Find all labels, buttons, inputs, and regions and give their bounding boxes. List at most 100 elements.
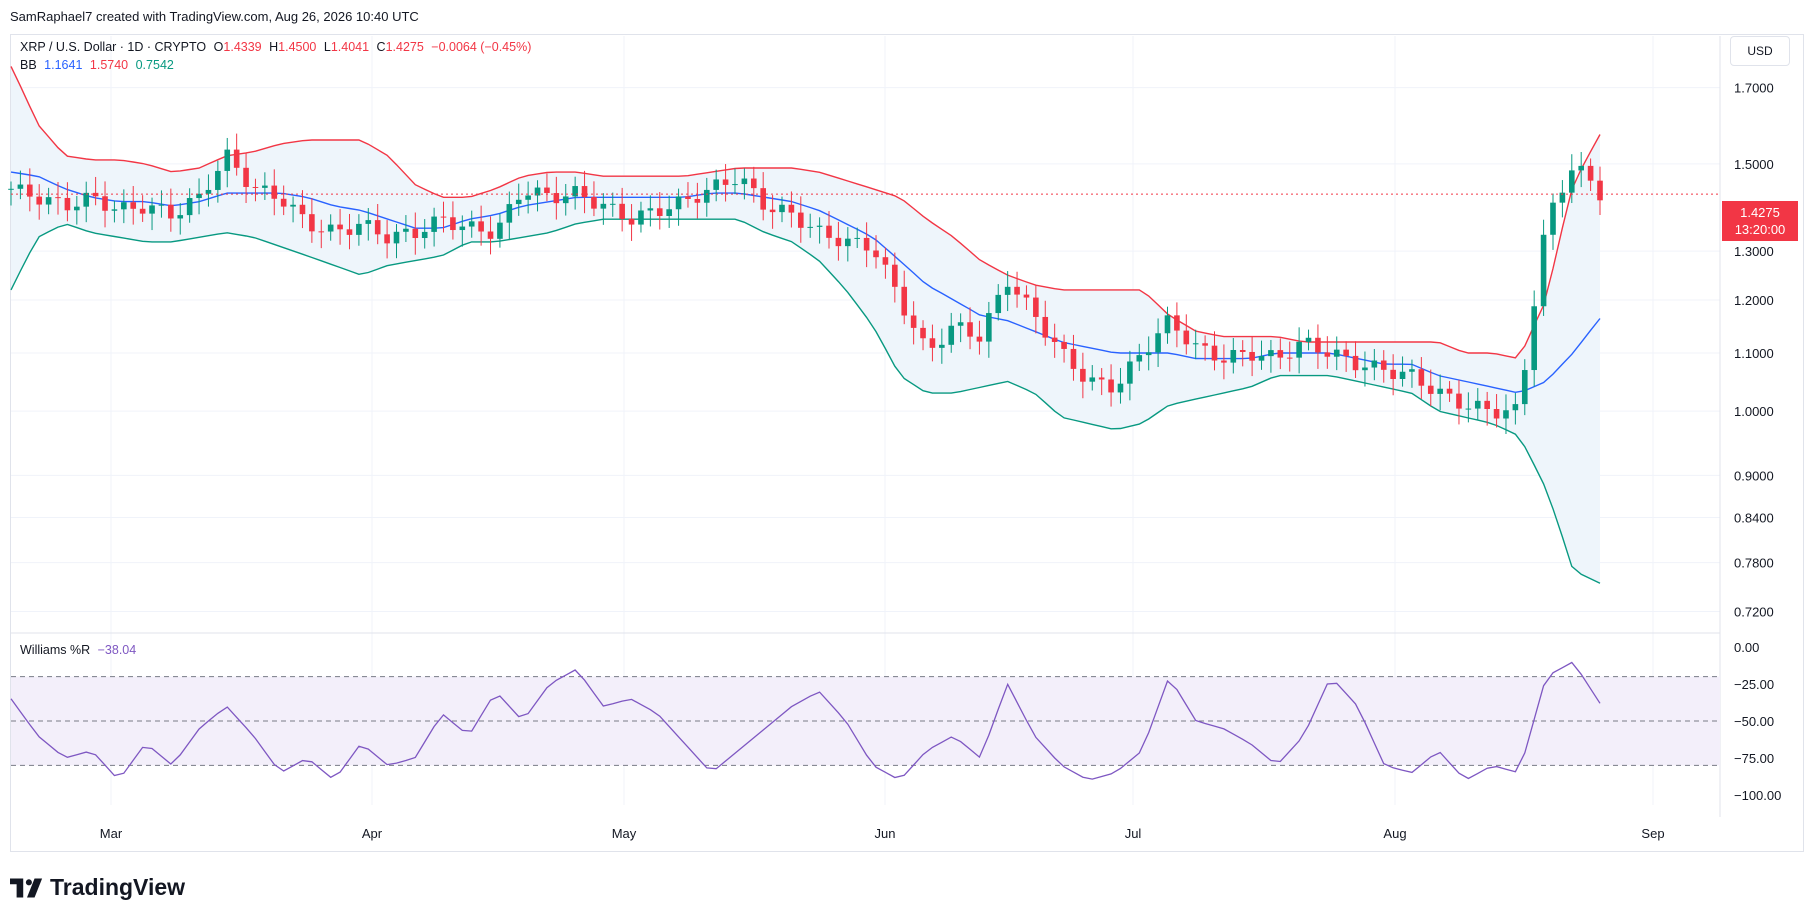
candle-body (760, 188, 766, 210)
candle-body (393, 231, 400, 244)
currency-button[interactable]: USD (1730, 36, 1790, 66)
candle-body (205, 189, 212, 194)
candle-body (346, 229, 353, 235)
bar-countdown: 13:20:00 (1734, 222, 1786, 237)
candle-body (544, 187, 550, 194)
candle-body (1051, 337, 1058, 342)
candle-body (788, 204, 795, 213)
wr-legend[interactable]: Williams %R −38.04 (20, 643, 140, 657)
candle-body (1061, 341, 1067, 349)
time-axis-label: Jul (1125, 826, 1142, 841)
price-axis-label: 0.8400 (1734, 510, 1774, 525)
bb-middle-value: 1.1641 (44, 58, 83, 72)
candle-body (36, 196, 43, 205)
candle-body (1362, 367, 1368, 371)
candle-body (713, 179, 719, 190)
wr-axis-label: −50.00 (1734, 714, 1774, 729)
price-axis-label: 1.3000 (1734, 244, 1774, 259)
candle-body (939, 344, 945, 348)
open-value: 1.4339 (223, 40, 262, 54)
candle-body (1427, 385, 1434, 394)
bollinger-bands (10, 66, 1601, 584)
candle-body (1296, 341, 1302, 358)
wr-value: −38.04 (97, 643, 137, 657)
candle-body (177, 215, 184, 219)
candle-body (1117, 383, 1124, 393)
candle-body (741, 178, 748, 185)
candle-body (149, 205, 155, 214)
price-axis-label: 1.1000 (1734, 346, 1774, 361)
candle-body (215, 170, 221, 190)
candle-body (299, 204, 306, 215)
candle-body (892, 264, 898, 287)
candle-body (1390, 369, 1396, 379)
candle-body (1446, 388, 1453, 394)
price-axis-label: 1.5000 (1734, 157, 1774, 172)
candle-body (337, 224, 343, 230)
candle-body (506, 204, 513, 223)
last-price-value: 1.4275 (1740, 205, 1780, 220)
candle-body (64, 197, 71, 211)
candle-body (1531, 306, 1537, 371)
candle-body (929, 338, 936, 348)
wr-label: Williams %R (20, 643, 91, 657)
candle-body (779, 204, 785, 213)
candle-body (1503, 410, 1509, 419)
candle-body (374, 220, 381, 235)
candle-body (403, 228, 409, 232)
candle-body (45, 197, 52, 205)
wr-axis-label: −25.00 (1734, 677, 1774, 692)
candle-body (1277, 350, 1284, 358)
candle-body (1456, 393, 1462, 409)
candle-body (1089, 377, 1096, 382)
time-axis-label: Jun (875, 826, 896, 841)
low-value: 1.4041 (330, 40, 370, 54)
candle-body (421, 231, 428, 239)
candle-body (365, 220, 372, 224)
axis-labels: 1.7000 1.5000 1.3000 1.2000 1.1000 1.0000 0.90… (100, 81, 1782, 841)
candle-body (130, 202, 137, 209)
candle-body (591, 197, 597, 209)
candle-body (1437, 388, 1443, 394)
candle-body (797, 212, 804, 228)
candle-body (873, 250, 879, 258)
candle-body (515, 199, 522, 205)
time-axis-label: Aug (1383, 826, 1406, 841)
candle-body (1155, 333, 1161, 353)
symbol-label[interactable]: XRP / U.S. Dollar · 1D · CRYPTO (20, 40, 207, 54)
candle-body (666, 209, 672, 216)
candle-body (1315, 337, 1321, 353)
wr-axis-label: −75.00 (1734, 751, 1774, 766)
candle-body (1409, 369, 1415, 372)
bb-upper-line (10, 66, 1601, 359)
candle-body (769, 209, 776, 213)
candle-body (1258, 356, 1265, 361)
candle-body (478, 221, 484, 232)
bb-legend[interactable]: BB 1.1641 1.5740 0.7542 (20, 58, 178, 72)
candle-body (1399, 371, 1406, 379)
candle-body (280, 198, 287, 207)
candle-body (309, 214, 315, 232)
candle-body (1249, 351, 1255, 361)
open-label: O (213, 40, 224, 54)
candle-body (845, 238, 851, 247)
candle-body (55, 197, 61, 199)
price-axis-label: 0.9000 (1734, 468, 1774, 483)
tradingview-logo[interactable]: TradingView (10, 874, 185, 901)
bb-lower-line (10, 218, 1601, 584)
candle-body (1559, 192, 1566, 203)
candle-body (1578, 165, 1584, 171)
bb-lower-value: 0.7542 (135, 58, 174, 72)
candle-body (1380, 360, 1387, 370)
candle-body (1014, 286, 1020, 295)
candle-body (534, 187, 541, 196)
candle-body (121, 202, 127, 210)
candle-body (600, 203, 607, 209)
candle-body (656, 208, 663, 216)
candle-body (1127, 361, 1133, 384)
candle-body (882, 257, 889, 265)
price-axis-label: 1.0000 (1734, 404, 1774, 419)
ohlc-legend: XRP / U.S. Dollar · 1D · CRYPTO O1.4339 … (20, 40, 535, 54)
candle-body (1145, 352, 1152, 356)
